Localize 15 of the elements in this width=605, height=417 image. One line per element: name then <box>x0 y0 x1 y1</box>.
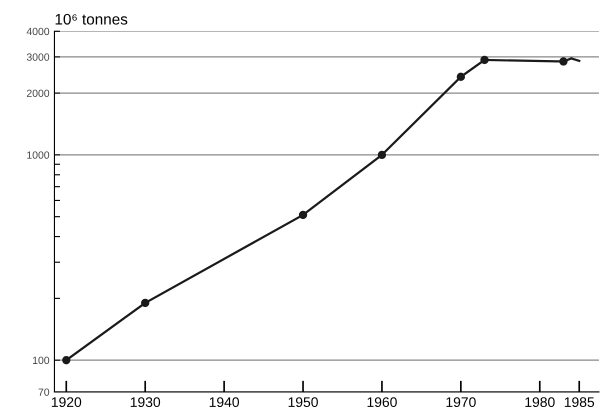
y-tick-label: 3000 <box>26 53 50 61</box>
x-tick-label: 1985 <box>564 397 594 408</box>
x-tick-label: 1970 <box>446 397 476 408</box>
x-tick-label: 1930 <box>130 397 160 408</box>
y-tick-label: 100 <box>33 356 50 364</box>
y-tick-label: 2000 <box>26 90 50 97</box>
x-tick-label: 1920 <box>52 397 82 408</box>
x-tick-label: 1950 <box>288 397 318 408</box>
y-tick-label: 70 <box>38 388 50 396</box>
x-tick-label: 1980 <box>525 397 555 408</box>
x-tick-label: 1960 <box>368 397 397 408</box>
y-tick-label: 4000 <box>26 28 50 36</box>
chart-title: 10⁶ tonnes <box>56 14 128 25</box>
y-tick-label: 1000 <box>27 151 50 159</box>
x-tick-label: 1940 <box>210 397 240 408</box>
